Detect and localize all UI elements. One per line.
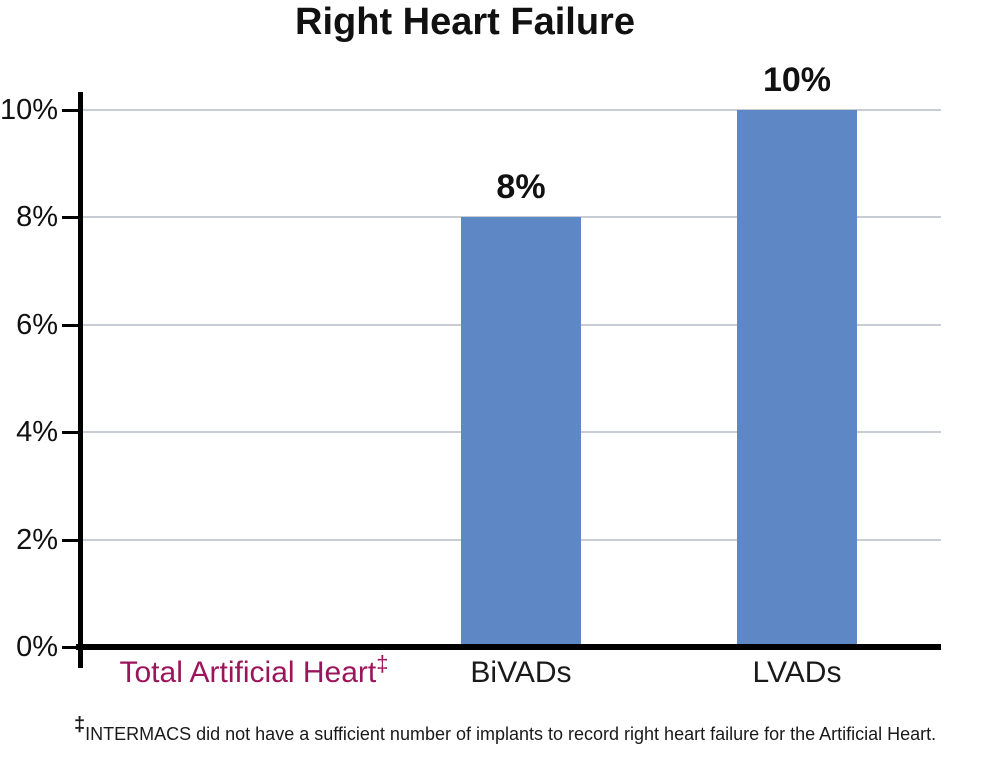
- category-dagger-icon: ‡: [376, 651, 389, 676]
- y-tick-6: [62, 323, 80, 327]
- y-tick-2: [62, 538, 80, 542]
- footnote-text: INTERMACS did not have a sufficient numb…: [85, 724, 937, 744]
- y-tick-8: [62, 216, 80, 220]
- chart-footnote: ‡INTERMACS did not have a sufficient num…: [74, 714, 964, 745]
- y-tick-label-8: 8%: [16, 201, 58, 234]
- gridline-10: [80, 109, 941, 111]
- bar-value-label-bivads: 8%: [496, 168, 546, 207]
- chart-title: Right Heart Failure: [295, 1, 635, 43]
- bar-lvads: [737, 110, 857, 647]
- y-tick-label-0: 0%: [16, 631, 58, 663]
- y-tick-0: [62, 646, 80, 649]
- y-tick-label-2: 2%: [16, 523, 58, 556]
- footnote-dagger-icon: ‡: [74, 714, 86, 736]
- y-axis-line: [78, 92, 83, 668]
- y-tick-10: [62, 109, 80, 112]
- x-axis-line: [76, 644, 941, 650]
- x-axis-label-lvads: LVADs: [752, 656, 842, 689]
- y-tick-label-6: 6%: [16, 308, 58, 341]
- y-tick-label-4: 4%: [16, 416, 58, 449]
- x-axis-label-bivads: BiVADs: [470, 656, 572, 689]
- y-tick-label-10: 10%: [0, 94, 59, 126]
- bar-bivads: [461, 217, 581, 647]
- bar-value-label-lvads: 10%: [762, 61, 832, 99]
- y-tick-4: [62, 431, 80, 435]
- x-axis-label-total-artificial-heart: Total Artificial Heart‡: [119, 651, 389, 690]
